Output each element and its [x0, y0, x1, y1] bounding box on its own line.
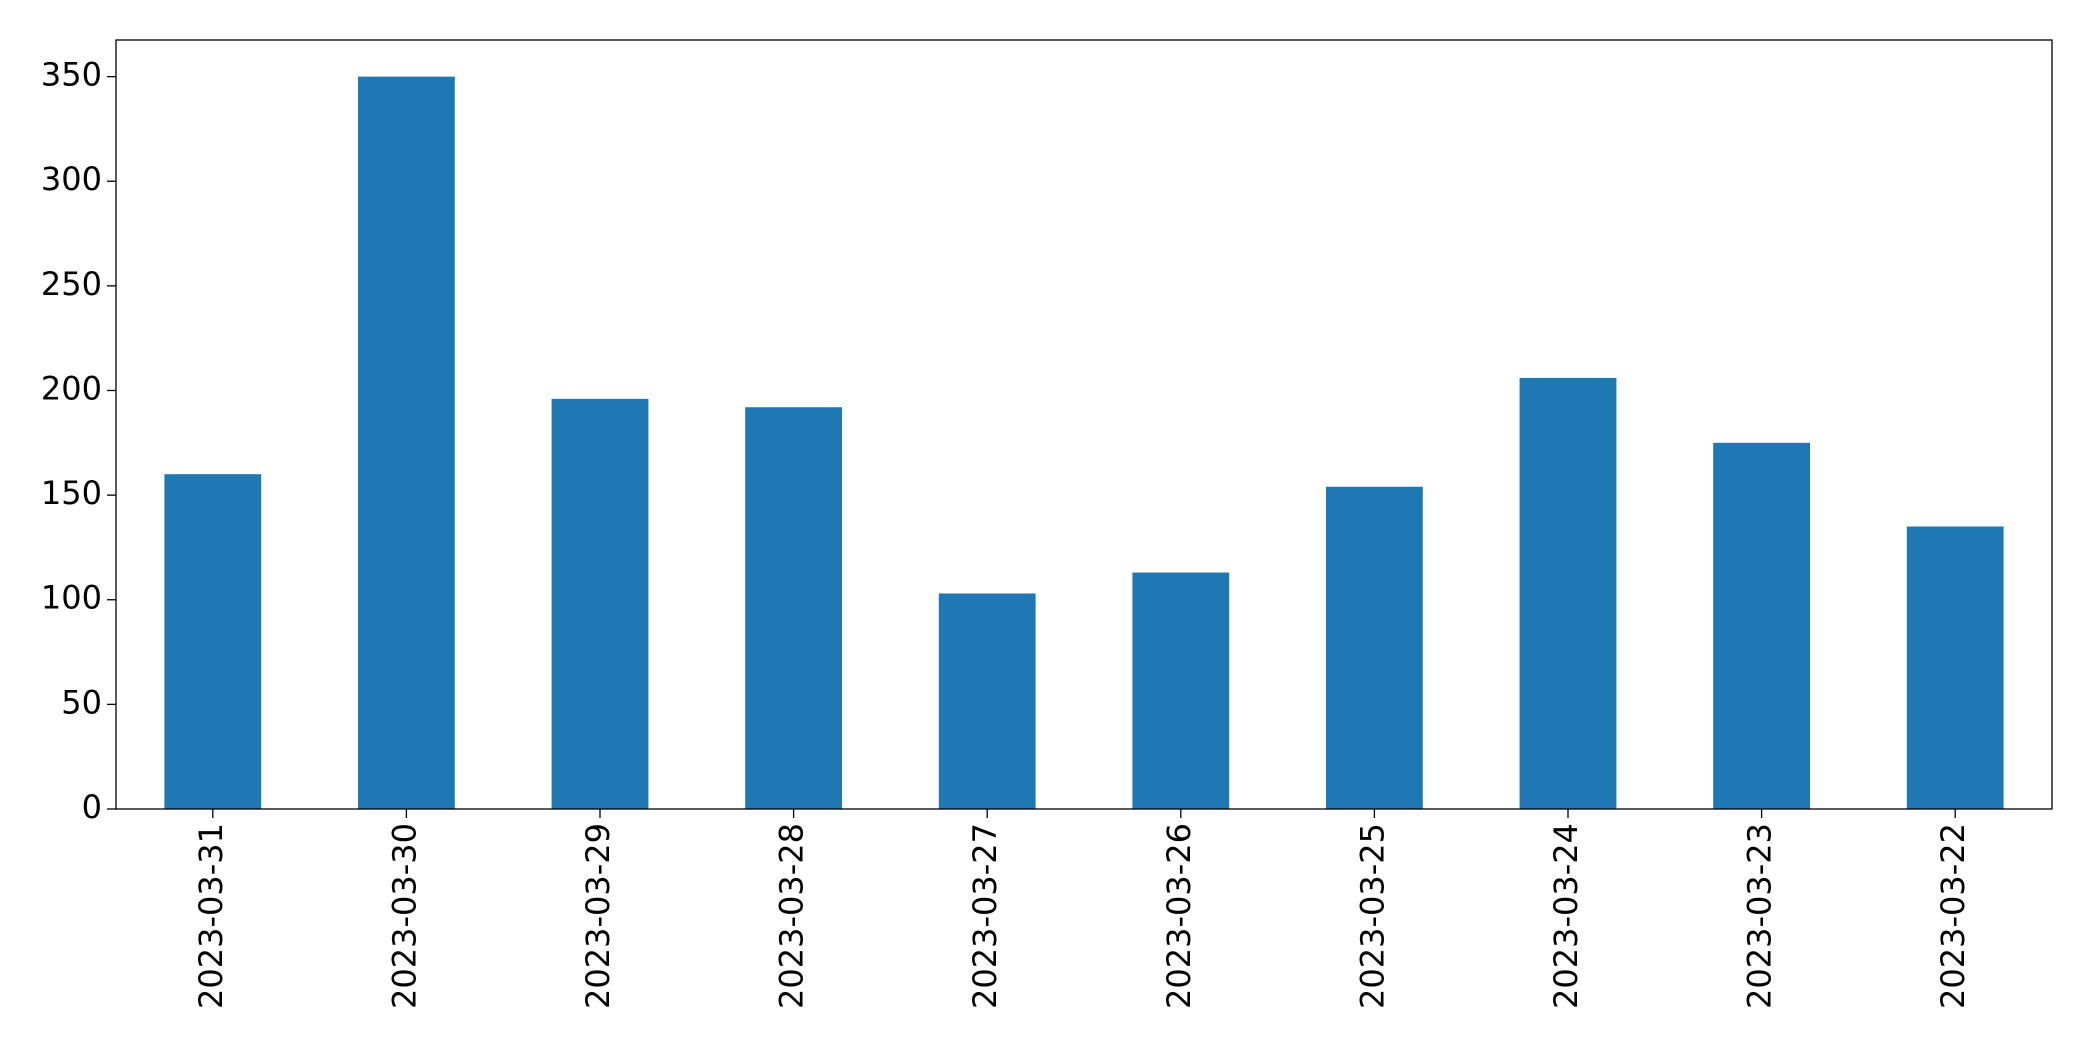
- x-tick-label: 2023-03-29: [579, 823, 617, 1009]
- bar: [1519, 377, 1617, 809]
- bar: [1326, 486, 1423, 809]
- x-tick-label: 2023-03-28: [773, 823, 811, 1009]
- x-tick-label: 2023-03-22: [1934, 823, 1972, 1009]
- y-tick-label: 200: [41, 369, 102, 407]
- y-tick-label: 350: [41, 56, 102, 94]
- y-tick-label: 100: [41, 579, 102, 617]
- bar: [164, 474, 262, 809]
- x-tick-label: 2023-03-31: [192, 823, 230, 1009]
- x-tick-label: 2023-03-30: [385, 823, 423, 1009]
- bar: [551, 398, 649, 809]
- bar: [1713, 442, 1810, 809]
- x-tick-label: 2023-03-26: [1160, 823, 1198, 1009]
- bar: [938, 593, 1036, 809]
- bar: [745, 407, 842, 809]
- bar: [358, 76, 455, 810]
- y-tick-label: 250: [41, 265, 102, 303]
- y-tick-label: 300: [41, 160, 102, 198]
- bar: [1906, 526, 2004, 809]
- y-tick-label: 150: [41, 474, 102, 512]
- y-tick-label: 0: [82, 788, 102, 826]
- bar: [1132, 572, 1230, 809]
- axes-frame: [115, 39, 2053, 810]
- x-tick-label: 2023-03-25: [1353, 823, 1391, 1009]
- y-tick-label: 50: [61, 683, 102, 721]
- x-tick-label: 2023-03-27: [966, 823, 1004, 1009]
- x-tick-label: 2023-03-23: [1741, 823, 1779, 1009]
- x-tick-label: 2023-03-24: [1547, 823, 1585, 1009]
